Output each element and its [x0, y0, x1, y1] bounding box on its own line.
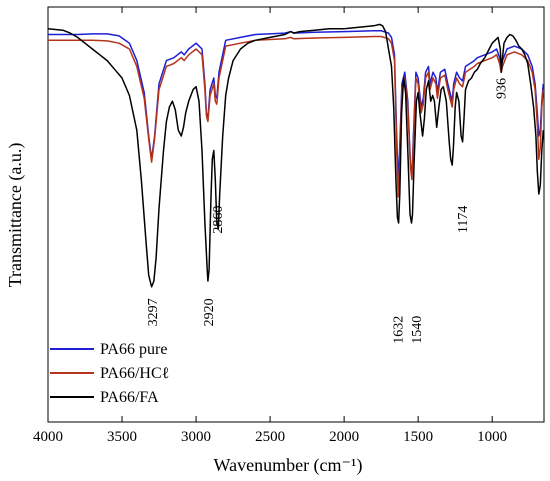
peak-label-2: 2860 [211, 206, 226, 234]
series-line-2 [47, 23, 545, 288]
y-axis-title: Transmittance (a.u.) [5, 143, 26, 288]
legend-label-2: PA66/FA [100, 389, 159, 406]
x-axis-title: Wavenumber (cm⁻¹) [214, 455, 363, 476]
legend-label-0: PA66 pure [100, 341, 167, 358]
x-tick-label-0: 4000 [33, 429, 63, 445]
peak-label-3: 1632 [391, 316, 406, 344]
peak-label-1: 2920 [202, 298, 217, 326]
peak-label-4: 1540 [410, 316, 425, 344]
series-layer [47, 23, 545, 288]
series-line-1 [48, 35, 545, 198]
series-line-0 [48, 29, 545, 184]
legend: PA66 pure PA66/HCℓ PA66/FA [50, 341, 170, 406]
peak-label-5: 1174 [456, 206, 471, 233]
x-axis: 4000 3500 3000 2500 2000 1500 1000 [33, 7, 507, 445]
x-tick-label-4: 2000 [329, 429, 359, 445]
peak-label-6: 936 [494, 78, 509, 99]
x-tick-label-6: 1000 [477, 429, 507, 445]
peak-annotations: 3297 2920 2860 1632 1540 1174 936 [146, 78, 509, 344]
x-tick-label-3: 2500 [255, 429, 285, 445]
x-tick-label-1: 3500 [107, 429, 137, 445]
legend-label-1: PA66/HCℓ [100, 365, 170, 382]
x-tick-label-2: 3000 [181, 429, 211, 445]
x-tick-label-5: 1500 [403, 429, 433, 445]
plot-frame [47, 6, 545, 423]
peak-label-0: 3297 [146, 298, 161, 326]
